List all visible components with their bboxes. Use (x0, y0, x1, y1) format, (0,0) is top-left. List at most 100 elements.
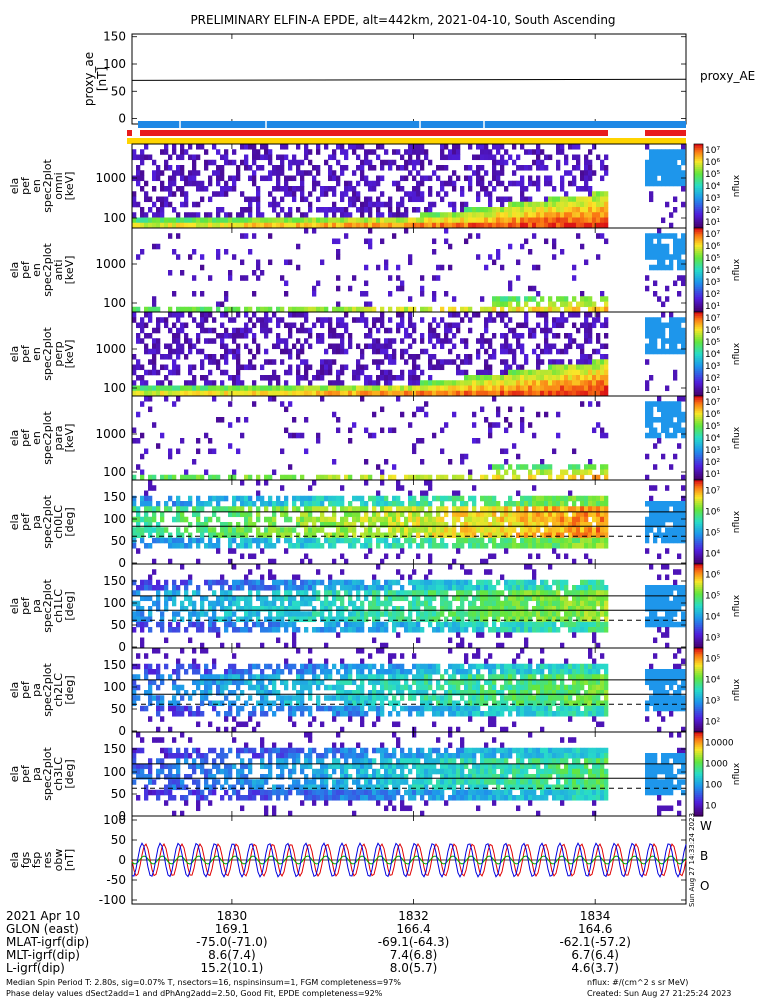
spectrogram-cell (596, 369, 601, 376)
spectrogram-cell (516, 222, 521, 229)
spectrogram-cell (580, 390, 585, 397)
spectrogram-cell (216, 222, 221, 229)
science-zone-bar (138, 121, 686, 128)
spectrogram-cell (324, 364, 329, 371)
spectrogram-cell (308, 579, 313, 586)
spectrogram-cell (665, 348, 670, 355)
spectrogram-cell (460, 501, 465, 507)
spectrogram-cell (504, 501, 509, 507)
spectrogram-cell (673, 501, 678, 507)
spectrogram-cell (188, 175, 193, 182)
spectrogram-cell (376, 385, 381, 392)
spectrogram-cell (440, 590, 445, 596)
spectrogram-cell (468, 222, 473, 229)
spectrogram-cell (264, 217, 269, 224)
spectrogram-cell (204, 312, 209, 318)
spectrogram-cell (653, 585, 658, 591)
spectrogram-cell (592, 501, 597, 507)
spectrogram-cell (604, 222, 609, 229)
panel-spectrogram-1 (131, 143, 687, 229)
spectrogram-cell (156, 380, 161, 386)
spectrogram-cell (436, 222, 441, 229)
spectrogram-cell (456, 149, 461, 155)
spectrogram-cell (396, 149, 401, 155)
spectrogram-cell (649, 432, 654, 439)
spectrogram-cell (180, 516, 185, 523)
spectrogram-cell (508, 212, 513, 218)
spectrogram-cell (504, 459, 509, 465)
spectrogram-cell (468, 327, 473, 334)
spectrogram-cell (600, 511, 605, 518)
spectrogram-cell (681, 411, 686, 418)
spectrogram-cell (148, 317, 153, 323)
colorbar-swatch (694, 475, 703, 479)
spectrogram-cell (476, 590, 481, 596)
spectrogram-cell (140, 385, 145, 392)
spectrogram-cell (408, 322, 413, 329)
spectrogram-cell (532, 180, 537, 187)
spectrogram-cell (480, 144, 485, 150)
spectrogram-cell (645, 359, 650, 365)
spectrogram-cell (252, 401, 257, 407)
spectrogram-cell (392, 579, 397, 586)
spectrogram-cell (172, 170, 177, 176)
spectrogram-cell (568, 600, 573, 607)
spectrogram-cell (560, 532, 565, 539)
spectrogram-cell (432, 343, 437, 350)
spectrogram-cell (645, 474, 650, 481)
colorbar-label: nflux (732, 258, 742, 281)
spectrogram-cell (532, 201, 537, 208)
spectrogram-cell (661, 595, 666, 602)
spectrogram-cell (496, 600, 501, 607)
spectrogram-cell (372, 585, 377, 591)
spectrogram-cell (216, 385, 221, 392)
spectrogram-cell (284, 516, 289, 523)
spectrogram-cell (380, 390, 385, 397)
spectrogram-cell (484, 543, 489, 549)
colorbar-swatch (694, 461, 703, 464)
spectrogram-cell (584, 369, 589, 376)
spectrogram-cell (356, 359, 361, 365)
colorbar-swatch (694, 219, 703, 223)
spectrogram-cell (396, 516, 401, 523)
spectrogram-cell (500, 343, 505, 350)
spectrogram-cell (404, 207, 409, 213)
spectrogram-cell (348, 522, 353, 528)
spectrogram-cell (512, 511, 517, 518)
spectrogram-cell (420, 338, 425, 344)
spectrogram-cell (336, 159, 341, 166)
spectrogram-cells (132, 564, 686, 649)
spectrogram-cell (384, 343, 389, 350)
spectrogram-cell (160, 170, 165, 176)
spectrogram-cell (661, 312, 666, 318)
spectrogram-cell (448, 532, 453, 539)
spectrogram-cell (580, 537, 585, 544)
spectrogram-cell (336, 474, 341, 481)
spectrogram-cell (428, 527, 433, 533)
spectrogram-cell (444, 590, 449, 596)
spectrogram-cell (496, 595, 501, 602)
spectrogram-cell (472, 527, 477, 533)
spectrogram-cell (657, 406, 662, 413)
spectrogram-cell (580, 469, 585, 476)
spectrogram-cell (500, 600, 505, 607)
spectrogram-cell (420, 180, 425, 187)
spectrogram-cell (645, 501, 650, 507)
spectrogram-cell (216, 506, 221, 512)
spectrogram-cell (284, 595, 289, 602)
spectrogram-cell (340, 385, 345, 392)
spectrogram-cell (424, 585, 429, 591)
spectrogram-cell (288, 327, 293, 334)
spectrogram-cell (400, 532, 405, 539)
spectrogram-cell (184, 212, 189, 218)
spectrogram-cell (464, 590, 469, 596)
spectrogram-cell (468, 186, 473, 192)
spectrogram-cell (360, 585, 365, 591)
spectrogram-cell (484, 506, 489, 512)
spectrogram-cell (216, 207, 221, 213)
spectrogram-cell (292, 579, 297, 586)
spectrogram-cell (336, 222, 341, 229)
spectrogram-cell (156, 217, 161, 224)
spectrogram-cell (580, 301, 585, 308)
spectrogram-cell (452, 201, 457, 208)
